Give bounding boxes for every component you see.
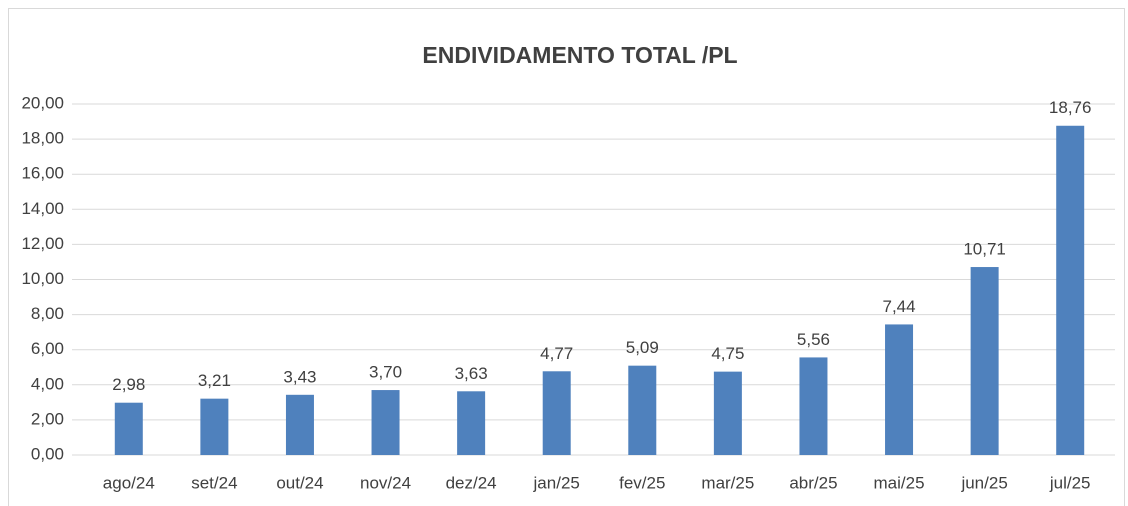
x-tick-label: jan/25 [533, 473, 580, 492]
y-tick-label: 4,00 [31, 374, 64, 393]
x-tick-label: abr/25 [789, 473, 837, 492]
y-tick-label: 20,00 [21, 93, 64, 112]
bar [285, 394, 314, 455]
value-label: 5,09 [626, 338, 659, 357]
y-tick-label: 18,00 [21, 129, 64, 148]
value-label: 2,98 [112, 375, 145, 394]
x-tick-label: jun/25 [960, 473, 1007, 492]
bar [799, 357, 828, 455]
chart-title: ENDIVIDAMENTO TOTAL /PL [422, 42, 737, 68]
value-label: 4,77 [540, 344, 573, 363]
value-label: 3,21 [198, 371, 231, 390]
value-label: 3,70 [369, 363, 402, 382]
y-tick-label: 12,00 [21, 234, 64, 253]
y-tick-label: 8,00 [31, 304, 64, 323]
x-tick-label: dez/24 [446, 473, 497, 492]
bar [885, 324, 914, 455]
y-tick-label: 10,00 [21, 269, 64, 288]
value-label: 5,56 [797, 330, 830, 349]
x-tick-label: ago/24 [103, 473, 155, 492]
x-tick-label: mai/25 [874, 473, 925, 492]
x-tick-label: jul/25 [1049, 473, 1091, 492]
y-tick-label: 14,00 [21, 199, 64, 218]
value-label: 7,44 [882, 297, 915, 316]
bar [628, 365, 657, 455]
y-tick-label: 16,00 [21, 164, 64, 183]
value-label: 10,71 [963, 240, 1006, 259]
y-tick-label: 0,00 [31, 444, 64, 463]
y-tick-label: 2,00 [31, 409, 64, 428]
bar [542, 371, 571, 455]
x-tick-label: out/24 [276, 473, 323, 492]
x-tick-label: nov/24 [360, 473, 411, 492]
bar [713, 371, 742, 455]
bar [200, 398, 229, 455]
value-label: 18,76 [1049, 98, 1092, 117]
x-tick-label: fev/25 [619, 473, 665, 492]
bar [1056, 125, 1085, 456]
bar [457, 391, 486, 455]
bar [371, 390, 400, 455]
value-label: 4,75 [711, 344, 744, 363]
bar [114, 402, 143, 455]
x-tick-label: set/24 [191, 473, 237, 492]
value-label: 3,43 [283, 367, 316, 386]
x-tick-label: mar/25 [701, 473, 754, 492]
y-tick-label: 6,00 [31, 339, 64, 358]
value-label: 3,63 [455, 364, 488, 383]
bar [970, 267, 999, 455]
